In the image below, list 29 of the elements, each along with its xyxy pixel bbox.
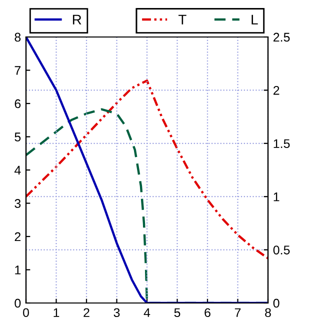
y-tick-label: 5	[14, 132, 21, 142]
legend-label: R	[72, 14, 82, 24]
legend-label: T	[178, 14, 186, 24]
y-tick-label: 0	[14, 298, 21, 308]
x-tick-label: 8	[265, 308, 271, 318]
line-series	[26, 37, 268, 303]
x-tick-label: 0	[23, 308, 29, 318]
x-tick-label: 4	[144, 308, 150, 317]
y-tick-label: 3	[14, 199, 21, 208]
legend-label: L	[252, 14, 258, 24]
x-tick-label: 1	[54, 308, 60, 317]
y-tick-label: 1	[15, 266, 21, 274]
x-tick-label: 6	[204, 308, 210, 318]
line-series	[26, 80, 268, 260]
y2-tick-label: 0.5	[273, 246, 290, 254]
x-tick-label: 3	[114, 308, 120, 318]
y-tick-label: 8	[14, 32, 21, 42]
y-tick-label: 4	[14, 166, 21, 175]
y2-tick-label: 1	[274, 192, 280, 202]
y2-tick-label: 0	[273, 298, 280, 308]
y2-tick-label: 2	[273, 86, 280, 95]
y-tick-label: 6	[14, 99, 21, 108]
y2-tick-label: 1.5	[274, 139, 290, 148]
x-tick-label: 2	[84, 308, 90, 317]
y-tick-label: 7	[14, 66, 21, 75]
y-tick-label: 2	[14, 232, 21, 242]
x-tick-label: 5	[174, 308, 180, 318]
x-tick-label: 7	[234, 308, 241, 317]
y2-tick-label: 2.5	[273, 32, 290, 42]
